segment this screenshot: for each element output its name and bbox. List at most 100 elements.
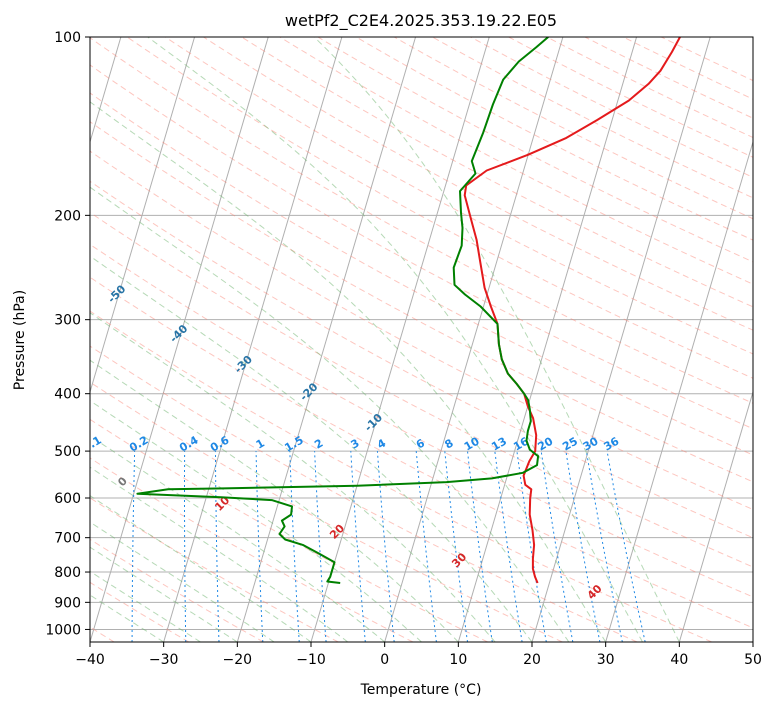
isotherm-line (236, 37, 417, 642)
mixing-ratio-label: 4 (375, 436, 388, 451)
x-tick-label: 20 (523, 652, 541, 668)
dry-adiabat-line (126, 37, 753, 379)
dry-adiabat-line (90, 92, 753, 456)
y-tick-label: 900 (54, 595, 81, 611)
mixing-ratio-label: 8 (442, 437, 455, 452)
dry-adiabat-line (90, 243, 753, 598)
moist-adiabat-line (90, 495, 312, 642)
isotherm-line (457, 37, 638, 642)
isotherm-line (90, 37, 196, 394)
dry-adiabat-line (90, 345, 638, 642)
x-tick-label: 0 (380, 652, 389, 668)
dry-adiabat-line (90, 37, 753, 404)
moist-adiabat-line (90, 186, 570, 642)
dry-adiabat-line (165, 37, 753, 355)
y-axis-label: Pressure (hPa) (12, 290, 28, 390)
x-tick-label: 30 (597, 652, 615, 668)
x-tick-label: −30 (149, 652, 179, 668)
moist-adiabat-line (313, 37, 680, 642)
mixing-ratio-line (415, 451, 437, 642)
isotherm-label: -60 (44, 239, 67, 262)
dry-adiabat-line (432, 37, 753, 199)
mixing-ratio-line (255, 451, 264, 642)
dry-adiabat-line (90, 457, 414, 642)
dry-adiabat-line (584, 37, 753, 119)
dry-adiabat-line (90, 310, 712, 642)
isotherm-line (752, 640, 753, 642)
profile-series (136, 37, 681, 584)
x-tick-label: −10 (296, 652, 326, 668)
moist-adiabat-line (90, 359, 459, 642)
mixing-ratio-line (214, 451, 220, 642)
gridlines (90, 37, 753, 642)
dry-adiabat-line (508, 37, 753, 158)
isotherm-label: -50 (105, 282, 128, 305)
isotherm-line (310, 37, 490, 642)
moist-adiabat-line (90, 435, 386, 642)
dry-adiabat-line (90, 121, 753, 483)
dewpoint-line (136, 37, 549, 584)
x-tick-label: 10 (449, 652, 467, 668)
mixing-ratio-line (494, 451, 523, 642)
dry-adiabat-line (279, 37, 753, 285)
isotherm-line (531, 37, 711, 642)
mixing-ratio-lines (82, 451, 646, 642)
x-tick-label: −20 (223, 652, 253, 668)
mixing-ratio-line (585, 451, 623, 642)
dry-adiabat-line (470, 37, 753, 178)
x-axis-label: Temperature (°C) (360, 682, 482, 698)
dry-adiabat-label: 30 (449, 550, 469, 570)
mixing-ratio-line (516, 451, 547, 642)
dry-adiabat-label: 0 (115, 474, 130, 489)
moist-adiabat-line (90, 101, 607, 642)
y-tick-label: 100 (54, 30, 81, 46)
mixing-ratio-line (131, 451, 136, 642)
mixing-ratio-line (565, 451, 601, 642)
x-axis: −40 −30 −20 −10 0 10 20 30 40 50 (75, 642, 762, 668)
isotherm-label: -70 (0, 184, 10, 207)
isopleth-labels: -100-90-80-70-60-50-40-30-20-100.10.20.4… (0, 184, 622, 602)
moist-adiabat-line (90, 312, 496, 642)
chart-title: wetPf2_C2E4.2025.353.19.22.E05 (285, 11, 557, 31)
mixing-ratio-line (82, 451, 88, 642)
mixing-ratio-line (606, 451, 646, 642)
mixing-ratio-label: 1 (254, 437, 267, 452)
x-tick-label: 50 (744, 652, 762, 668)
dry-adiabat-line (355, 37, 753, 241)
dry-adiabat-label: 40 (585, 582, 605, 602)
plot-area: -100-90-80-70-60-50-40-30-20-100.10.20.4… (0, 37, 753, 642)
y-tick-label: 1000 (45, 622, 81, 638)
y-tick-label: 400 (54, 387, 81, 403)
dry-adiabats (90, 37, 753, 642)
dry-adiabat-line (622, 37, 753, 100)
moist-adiabat-line (90, 521, 275, 642)
moist-adiabat-line (90, 400, 422, 642)
isotherm-line (605, 140, 753, 642)
y-tick-label: 600 (54, 491, 81, 507)
moist-adiabat-line (90, 255, 533, 642)
moist-adiabat-line (147, 37, 643, 642)
isotherm-line (90, 37, 122, 144)
x-tick-label: −40 (75, 652, 105, 668)
dry-adiabat-line (90, 276, 753, 629)
mixing-ratio-label: 2 (312, 437, 325, 452)
y-tick-label: 700 (54, 531, 81, 547)
isotherm-line (163, 37, 343, 642)
mixing-ratio-line (289, 451, 300, 642)
temperature-line (463, 37, 681, 584)
mixing-ratio-line (184, 451, 187, 642)
mixing-ratio-label: 6 (414, 436, 427, 451)
y-axis: 1000 900 800 700 600 500 400 300 200 100 (45, 30, 90, 638)
isotherm-label: -10 (362, 411, 385, 434)
mixing-ratio-line (376, 451, 395, 642)
mixing-ratio-line (540, 451, 574, 642)
dry-adiabat-line (90, 538, 264, 642)
mixing-ratio-line (314, 451, 327, 642)
moist-adiabats (90, 37, 680, 642)
moist-adiabat-line (90, 466, 349, 642)
dry-adiabat-line (90, 64, 753, 430)
y-tick-label: 800 (54, 565, 81, 581)
isotherm-line (384, 37, 564, 642)
y-tick-label: 300 (54, 313, 81, 329)
